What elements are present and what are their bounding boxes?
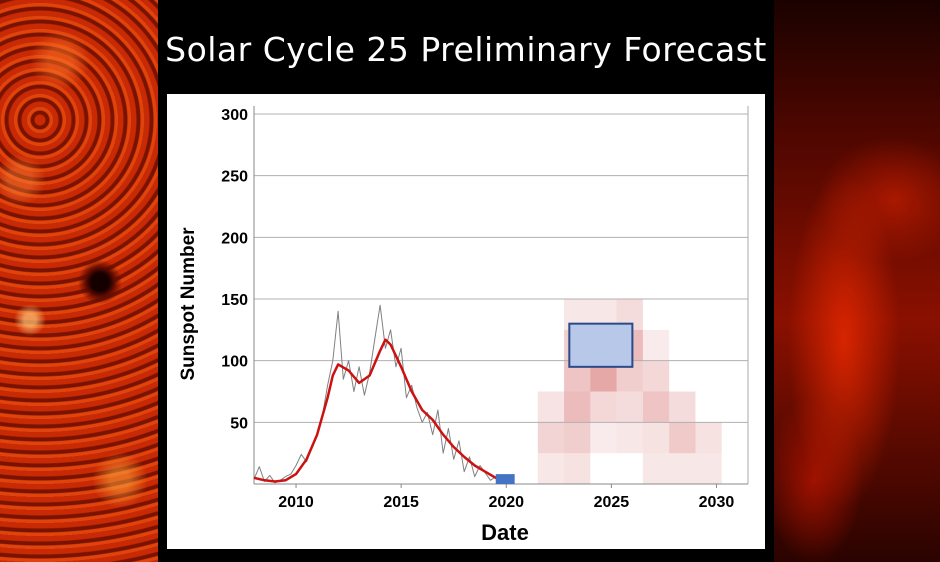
forecast-probability-cell	[616, 422, 643, 454]
forecast-probability-cell	[669, 422, 696, 454]
y-tick-label: 250	[221, 169, 248, 186]
forecast-probability-cell	[642, 360, 670, 392]
solar-minimum-marker	[495, 474, 515, 484]
forecast-probability-cell	[564, 453, 591, 484]
y-axis-label: Sunspot Number	[178, 227, 199, 381]
forecast-peak-box	[568, 322, 634, 368]
solar-prominence-image	[774, 0, 940, 562]
x-axis-label: Date	[481, 520, 529, 545]
smoothed-sunspot-line	[253, 338, 503, 483]
tick-labels: 50 100 150 200 250 300 2010 2015 2020 2025 2030	[221, 107, 734, 511]
gridlines	[254, 113, 748, 423]
forecast-probability-cell	[590, 422, 617, 454]
chart-panel: 50 100 150 200 250 300 2010 2015 2020 2025 2030 Da…	[167, 94, 765, 549]
y-tick-label: 100	[221, 354, 248, 371]
forecast-probability-cell	[642, 422, 670, 454]
x-tick-label: 2030	[699, 494, 735, 511]
forecast-probability-cell	[537, 391, 565, 423]
y-tick-label: 200	[221, 230, 248, 247]
forecast-probability-cell	[537, 422, 565, 454]
sun-surface-image	[0, 0, 158, 562]
page-title: Solar Cycle 25 Preliminary Forecast	[165, 30, 767, 69]
forecast-probability-cell	[642, 453, 670, 484]
forecast-probability-cell	[642, 391, 670, 423]
x-tick-label: 2025	[594, 494, 630, 511]
forecast-probability-cell	[616, 391, 643, 423]
forecast-probability-cell	[669, 391, 696, 423]
observed-sunspot-line	[253, 304, 502, 484]
y-tick-label: 50	[230, 415, 248, 432]
forecast-probability-cell	[564, 422, 591, 454]
forecast-probability-cell	[537, 453, 565, 484]
forecast-probability-cell	[669, 453, 696, 484]
forecast-probability-cell	[695, 422, 722, 454]
forecast-probability-cell	[564, 391, 591, 423]
forecast-probability-cell	[590, 391, 617, 423]
x-tick-label: 2020	[488, 494, 524, 511]
y-tick-label: 150	[221, 292, 248, 309]
forecast-probability-cell	[695, 453, 722, 484]
x-tick-label: 2010	[278, 494, 314, 511]
series-lines	[253, 304, 503, 484]
forecast-marks	[495, 322, 634, 484]
forecast-probability-cell	[642, 329, 670, 361]
x-tick-label: 2015	[383, 494, 419, 511]
y-tick-label: 300	[221, 107, 248, 124]
sunspot-chart: 50 100 150 200 250 300 2010 2015 2020 2025 2030 Da…	[178, 106, 749, 545]
